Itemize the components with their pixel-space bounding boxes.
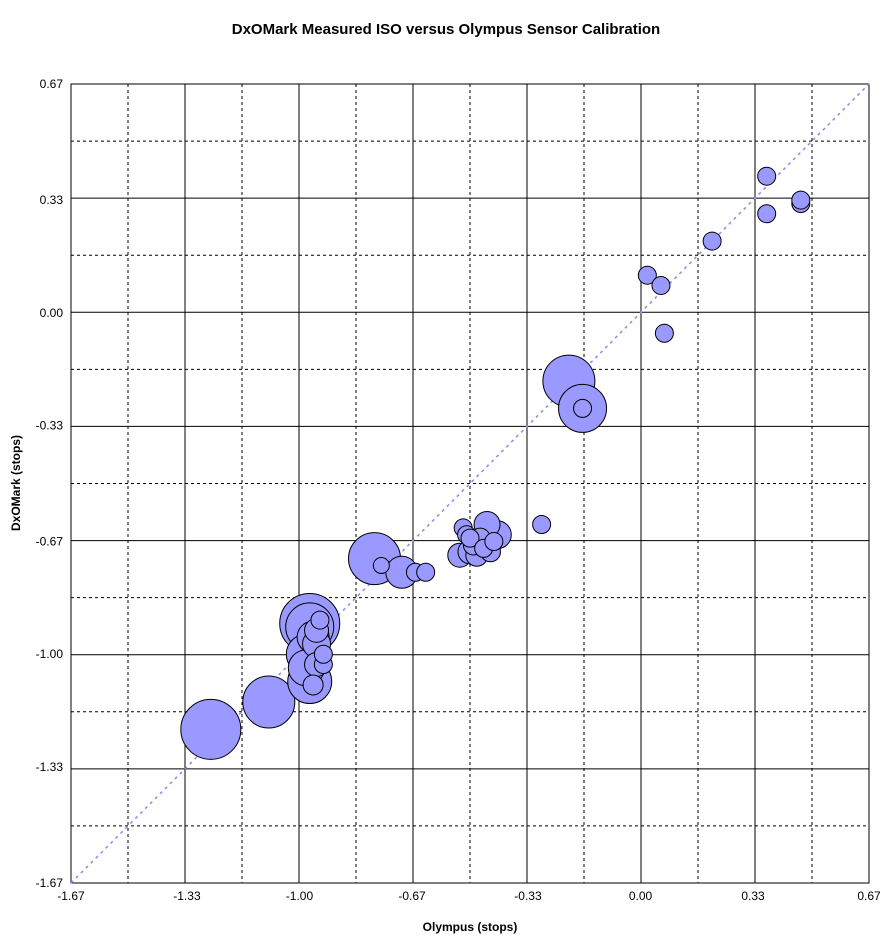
data-bubble xyxy=(654,323,674,343)
chart-title: DxOMark Measured ISO versus Olympus Sens… xyxy=(232,21,660,38)
data-bubble xyxy=(637,265,657,285)
data-bubble xyxy=(313,644,333,664)
x-tick-label: -1.00 xyxy=(286,889,314,903)
data-bubble xyxy=(702,231,722,251)
data-bubble xyxy=(757,166,777,186)
y-tick-label: -0.33 xyxy=(36,418,64,432)
data-bubble xyxy=(180,698,242,760)
x-tick-label: -1.67 xyxy=(57,889,85,903)
x-tick-label: 0.33 xyxy=(741,889,765,903)
data-bubble xyxy=(242,675,296,729)
y-tick-label: 0.67 xyxy=(40,77,64,91)
y-tick-label: 0.33 xyxy=(40,193,64,207)
data-bubble xyxy=(757,204,777,224)
data-bubble xyxy=(573,398,593,418)
bubbles xyxy=(180,166,811,760)
x-tick-label: 0.00 xyxy=(629,889,653,903)
data-bubble xyxy=(416,562,436,582)
x-tick-label: -1.33 xyxy=(173,889,201,903)
plot-area-border xyxy=(70,83,870,884)
data-bubble xyxy=(372,556,390,574)
y-tick-label: -0.67 xyxy=(36,535,64,549)
y-tick-labels: 0.67 0.33 0.00 -0.33 -0.67 -1.00 -1.33 -1.67 xyxy=(36,77,64,890)
data-bubble xyxy=(791,190,811,210)
x-tick-labels: -1.67 -1.33 -1.00 -0.67 -0.33 0.00 0.33 0.67 xyxy=(57,889,881,903)
y-axis-label: DxOMark (stops) xyxy=(9,435,23,531)
data-bubble xyxy=(651,275,671,295)
x-axis-label: Olympus (stops) xyxy=(423,920,518,934)
x-tick-label: -0.33 xyxy=(514,889,542,903)
x-tick-label: 0.67 xyxy=(857,889,881,903)
data-bubble xyxy=(460,528,480,548)
data-bubble xyxy=(310,610,330,630)
data-bubble xyxy=(532,514,552,534)
y-tick-label: -1.00 xyxy=(36,647,64,661)
data-bubble xyxy=(484,532,504,552)
grid xyxy=(71,84,869,883)
x-tick-label: -0.67 xyxy=(398,889,426,903)
y-tick-label: -1.33 xyxy=(36,760,64,774)
y-tick-label: -1.67 xyxy=(36,876,64,890)
data-bubble xyxy=(302,674,324,696)
y-tick-label: 0.00 xyxy=(40,306,64,320)
